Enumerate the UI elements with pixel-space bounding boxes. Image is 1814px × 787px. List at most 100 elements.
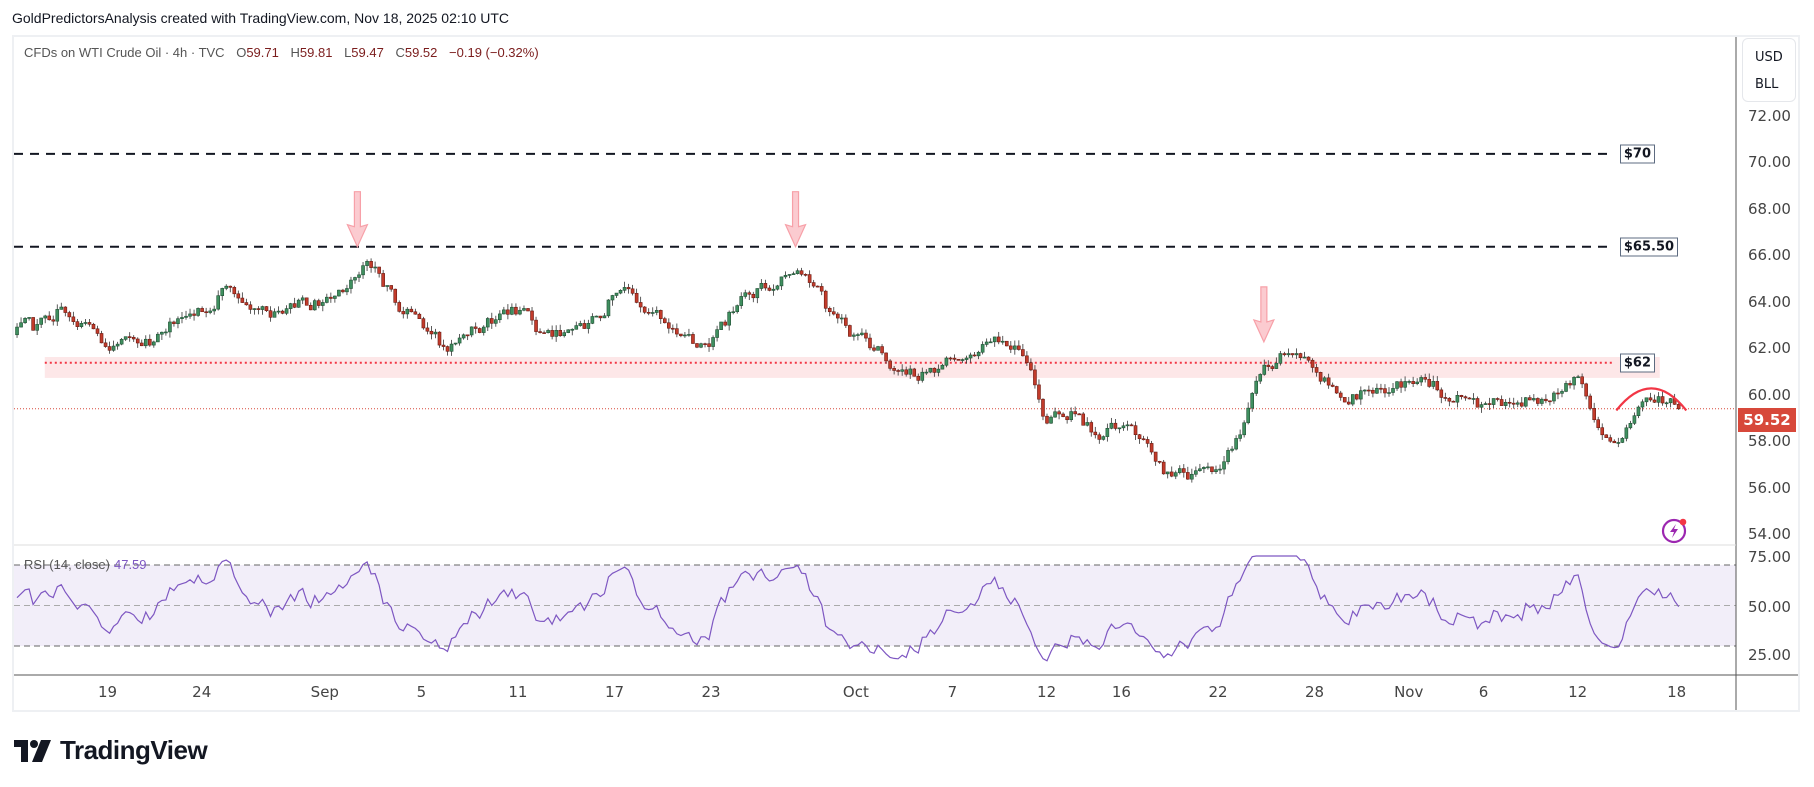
candle-down — [1528, 397, 1532, 401]
candle-down — [1556, 392, 1560, 395]
time-axis-label: 18 — [1667, 683, 1687, 701]
candle-up — [1375, 387, 1379, 394]
candle-down — [831, 311, 836, 315]
candle-up — [783, 274, 788, 278]
candle-up — [1387, 392, 1391, 394]
candle-down — [1584, 383, 1588, 397]
candle-up — [1262, 364, 1267, 375]
candle-down — [1077, 413, 1081, 416]
candle-down — [1342, 397, 1347, 403]
candle-down — [948, 357, 953, 360]
candle-down — [626, 287, 631, 290]
candle-up — [1242, 422, 1246, 436]
price-axis-label: 72.00 — [1748, 107, 1791, 125]
candle-down — [292, 303, 297, 308]
level-label[interactable]: $70 — [1619, 144, 1656, 164]
candle-up — [1636, 406, 1641, 417]
candle-down — [1467, 397, 1472, 400]
alert-lightning-icon[interactable] — [1660, 515, 1690, 549]
candle-down — [1089, 422, 1094, 433]
candle-down — [1612, 440, 1617, 444]
candle-up — [220, 288, 225, 296]
candle-up — [614, 292, 619, 296]
candle-down — [1133, 425, 1138, 435]
candle-down — [819, 286, 824, 292]
candle-up — [115, 343, 120, 347]
candle-down — [1008, 345, 1013, 350]
level-label[interactable]: $65.50 — [1619, 237, 1679, 257]
candle-up — [373, 266, 377, 269]
candle-down — [747, 292, 752, 295]
down-arrow-annotation — [1252, 286, 1275, 344]
candle-down — [823, 290, 828, 309]
candle-down — [308, 304, 313, 311]
candle-down — [815, 285, 820, 288]
high-label: H — [290, 45, 300, 60]
candle-down — [1033, 369, 1037, 386]
time-axis-label: 11 — [508, 683, 528, 701]
candle-up — [288, 303, 293, 309]
candle-down — [642, 306, 647, 313]
time-axis-label: 12 — [1568, 683, 1588, 701]
candle-down — [1475, 398, 1480, 408]
candle-down — [888, 360, 892, 369]
candle-down — [1182, 468, 1186, 473]
candle-up — [27, 317, 31, 319]
candle-up — [208, 310, 212, 313]
candle-up — [1069, 411, 1073, 421]
time-axis-label: 7 — [947, 683, 958, 701]
candle-down — [1145, 439, 1150, 444]
candle-up — [43, 315, 47, 319]
candle-down — [1093, 431, 1098, 436]
candle-up — [1564, 383, 1568, 392]
level-label[interactable]: $62 — [1619, 353, 1656, 373]
candle-down — [172, 321, 176, 325]
candle-up — [739, 296, 744, 306]
candle-down — [1338, 392, 1343, 398]
candle-down — [473, 326, 478, 329]
candle-down — [534, 319, 538, 332]
candle-up — [1572, 377, 1576, 386]
candle-up — [920, 371, 925, 381]
candle-down — [240, 297, 245, 303]
candle-down — [409, 308, 414, 313]
candle-up — [453, 342, 458, 345]
candle-up — [1013, 345, 1017, 350]
candle-down — [413, 311, 418, 315]
candle-down — [393, 288, 398, 303]
time-axis-label: 24 — [192, 683, 212, 701]
candle-up — [1085, 422, 1090, 426]
candle-up — [755, 288, 760, 299]
candle-up — [1479, 404, 1484, 408]
candle-down — [1511, 402, 1516, 405]
currency-unit-button[interactable]: USD BLL — [1742, 38, 1796, 102]
rounding-top-arc — [1615, 387, 1688, 412]
candle-down — [127, 336, 132, 338]
tradingview-logo[interactable]: TradingView — [14, 735, 208, 766]
rsi-value: 47.59 — [113, 557, 147, 572]
candle-down — [767, 287, 772, 291]
candle-up — [184, 315, 188, 318]
candle-down — [1081, 413, 1086, 426]
candle-down — [1443, 397, 1448, 399]
candle-down — [526, 308, 530, 312]
candle-down — [1507, 401, 1512, 404]
candle-up — [1359, 390, 1363, 400]
candle-up — [1218, 468, 1222, 471]
candle-up — [1640, 401, 1645, 408]
candle-up — [83, 322, 88, 324]
candle-up — [711, 337, 715, 347]
candle-down — [996, 336, 1001, 343]
candle-up — [1173, 472, 1178, 477]
candle-down — [1326, 377, 1331, 386]
candle-up — [461, 334, 466, 339]
price-axis-label: 68.00 — [1748, 199, 1791, 218]
candle-down — [1282, 353, 1287, 356]
candle-up — [321, 302, 325, 306]
candle-up — [325, 296, 329, 303]
candle-down — [904, 369, 908, 375]
candle-up — [594, 315, 599, 318]
rsi-label: RSI (14, close) — [24, 557, 110, 572]
candle-up — [59, 306, 64, 310]
